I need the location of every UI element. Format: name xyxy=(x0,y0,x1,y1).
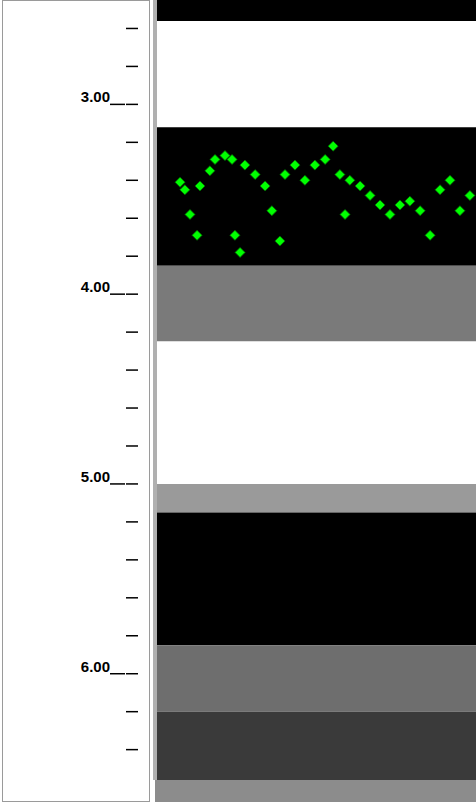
svg-text:3.00: 3.00 xyxy=(81,88,110,105)
svg-text:5.00: 5.00 xyxy=(81,468,110,485)
svg-text:6.00: 6.00 xyxy=(81,658,110,675)
svg-text:4.00: 4.00 xyxy=(81,278,110,295)
